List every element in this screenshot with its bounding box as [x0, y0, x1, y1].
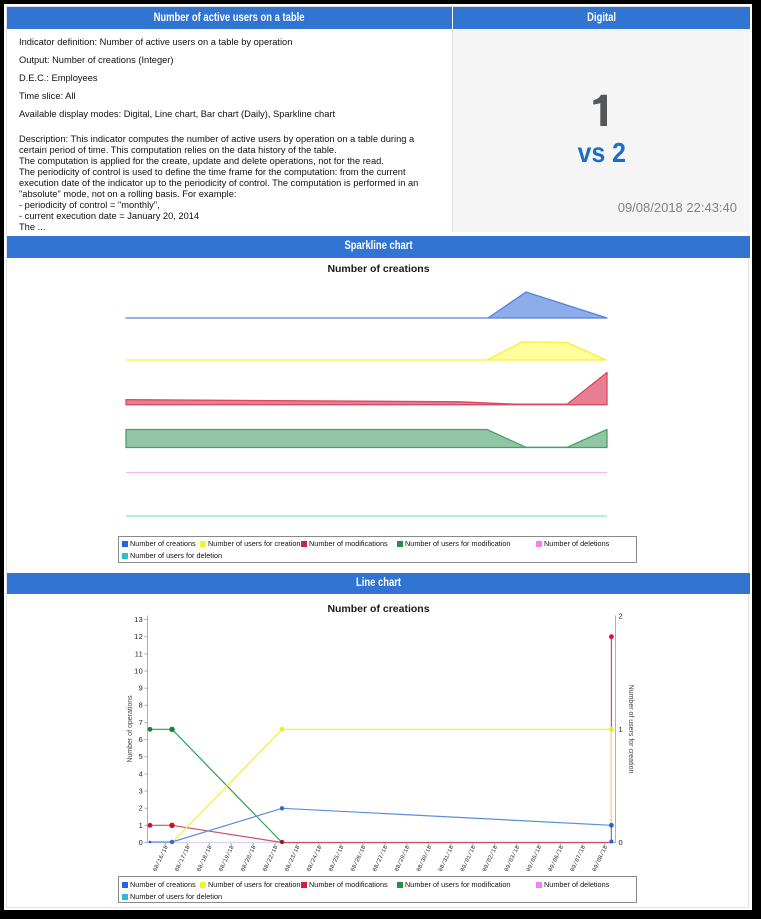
svg-text:09/05/18: 09/05/18 — [525, 844, 543, 873]
svg-text:08/23/18: 08/23/18 — [283, 844, 301, 873]
svg-text:11: 11 — [135, 649, 143, 658]
svg-text:09/02/18: 09/02/18 — [481, 844, 499, 873]
svg-text:08/17/18: 08/17/18 — [173, 844, 191, 873]
svg-text:09/08/18: 09/08/18 — [591, 844, 609, 873]
svg-text:2: 2 — [139, 804, 143, 813]
svg-text:13: 13 — [134, 615, 143, 624]
svg-text:10: 10 — [134, 666, 143, 675]
svg-text:Number of operations: Number of operations — [127, 695, 134, 763]
svg-text:Number of users for creation: Number of users for creation — [627, 685, 634, 774]
svg-text:0: 0 — [139, 838, 143, 847]
svg-text:7: 7 — [139, 718, 143, 727]
svg-text:1: 1 — [619, 725, 623, 734]
svg-text:08/25/18: 08/25/18 — [327, 844, 345, 873]
svg-text:0: 0 — [619, 838, 623, 847]
svg-text:08/20/18: 08/20/18 — [239, 844, 257, 873]
svg-text:12: 12 — [134, 632, 143, 641]
svg-text:08/19/18: 08/19/18 — [217, 844, 235, 873]
svg-text:3: 3 — [139, 786, 143, 795]
svg-text:09/01/18: 09/01/18 — [459, 844, 477, 873]
svg-text:08/16/18: 08/16/18 — [151, 844, 169, 873]
svg-text:08/22/18: 08/22/18 — [261, 844, 279, 873]
svg-text:08/24/18: 08/24/18 — [305, 844, 323, 873]
svg-text:08/30/18: 08/30/18 — [415, 844, 433, 873]
svg-text:08/31/18: 08/31/18 — [437, 844, 455, 873]
svg-text:08/26/18: 08/26/18 — [349, 844, 367, 873]
svg-text:08/29/18: 08/29/18 — [393, 844, 411, 873]
svg-text:08/27/18: 08/27/18 — [371, 844, 389, 873]
svg-text:08/18/18: 08/18/18 — [195, 844, 213, 873]
svg-text:2: 2 — [619, 612, 623, 621]
svg-text:5: 5 — [139, 752, 143, 761]
svg-text:9: 9 — [139, 684, 143, 693]
svg-text:09/07/18: 09/07/18 — [569, 844, 587, 873]
svg-text:4: 4 — [139, 769, 143, 778]
svg-text:1: 1 — [139, 821, 143, 830]
svg-text:09/03/18: 09/03/18 — [503, 844, 521, 873]
svg-text:8: 8 — [139, 701, 143, 710]
svg-text:6: 6 — [139, 735, 143, 744]
svg-text:09/06/18: 09/06/18 — [547, 844, 565, 873]
